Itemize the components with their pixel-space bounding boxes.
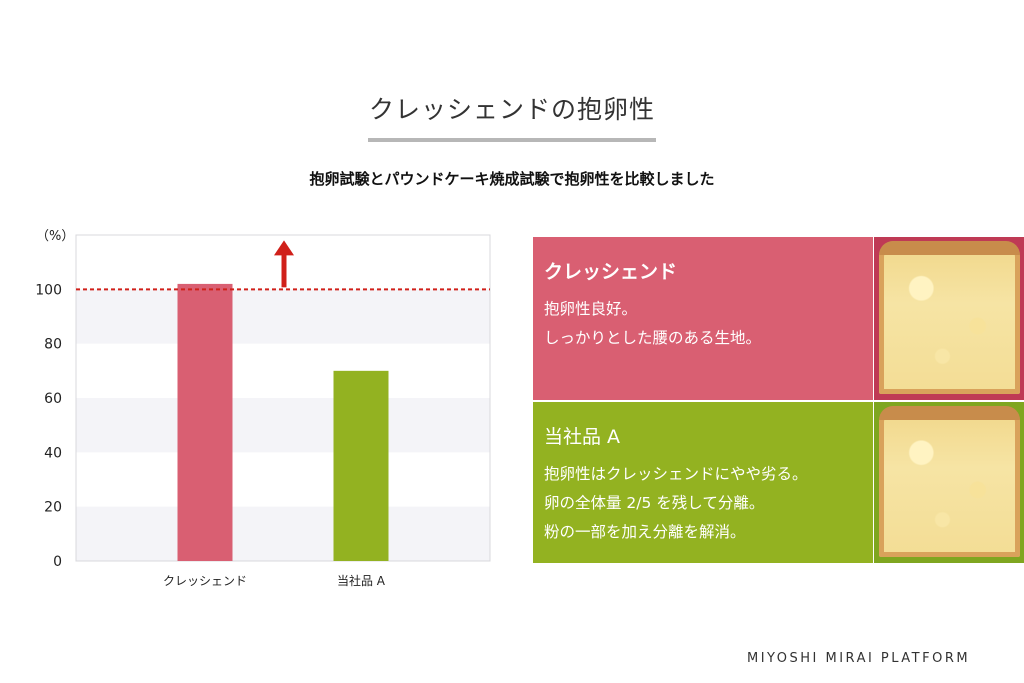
y-unit-label: （%） xyxy=(36,229,74,244)
panel-product-a-line: 粉の一部を加え分離を解消。 xyxy=(544,523,746,541)
cake-crumb-icon xyxy=(879,241,1020,394)
x-tick-label: 当社品 A xyxy=(337,573,386,588)
title-underline xyxy=(368,138,656,142)
bar-chart: 0 20 40 60 80 100 （%） クレッシェンド 当社品 A xyxy=(35,229,491,588)
panel-product-a-line: 抱卵性はクレッシェンドにやや劣る。 xyxy=(544,465,808,483)
cake-crumb-icon xyxy=(879,406,1020,557)
plot-frame xyxy=(75,234,491,562)
panel-product-a: 当社品 A 抱卵性はクレッシェンドにやや劣る。 卵の全体量 2/5 を残して分離… xyxy=(533,402,873,563)
bar xyxy=(333,370,389,561)
panel-product-a-text: 抱卵性はクレッシェンドにやや劣る。 卵の全体量 2/5 を残して分離。 粉の一部… xyxy=(544,460,808,547)
up-arrow-head-icon xyxy=(274,240,294,256)
panel-product-a-line: 卵の全体量 2/5 を残して分離。 xyxy=(544,494,765,512)
y-tick-label: 60 xyxy=(44,391,62,407)
bar xyxy=(177,283,233,561)
cake-photo-crescendo xyxy=(874,237,1024,400)
slide-title: クレッシェンドの抱卵性 xyxy=(368,95,655,124)
panel-crescendo-text: 抱卵性良好。 しっかりとした腰のある生地。 xyxy=(544,295,761,353)
y-tick-label: 80 xyxy=(44,337,62,353)
slide-subtitle: 抱卵試験とパウンドケーキ焼成試験で抱卵性を比較しました xyxy=(309,170,715,188)
cake-photo-product-a xyxy=(874,402,1024,563)
panel-crescendo-line: しっかりとした腰のある生地。 xyxy=(544,329,762,347)
grid-band xyxy=(76,289,490,344)
y-tick-label: 100 xyxy=(35,282,62,298)
footer-brand: MIYOSHI MIRAI PLATFORM xyxy=(747,651,971,666)
y-tick-label: 0 xyxy=(53,554,62,570)
y-tick-label: 20 xyxy=(44,500,62,516)
panel-product-a-heading: 当社品 A xyxy=(544,426,621,448)
panel-crescendo-heading: クレッシェンド xyxy=(544,261,678,283)
panel-crescendo-line: 抱卵性良好。 xyxy=(544,300,638,318)
y-tick-label: 40 xyxy=(44,445,62,461)
grid-band xyxy=(76,398,490,453)
panel-crescendo: クレッシェンド 抱卵性良好。 しっかりとした腰のある生地。 xyxy=(533,237,873,400)
grid-band xyxy=(76,506,490,561)
x-tick-label: クレッシェンド xyxy=(163,574,247,588)
